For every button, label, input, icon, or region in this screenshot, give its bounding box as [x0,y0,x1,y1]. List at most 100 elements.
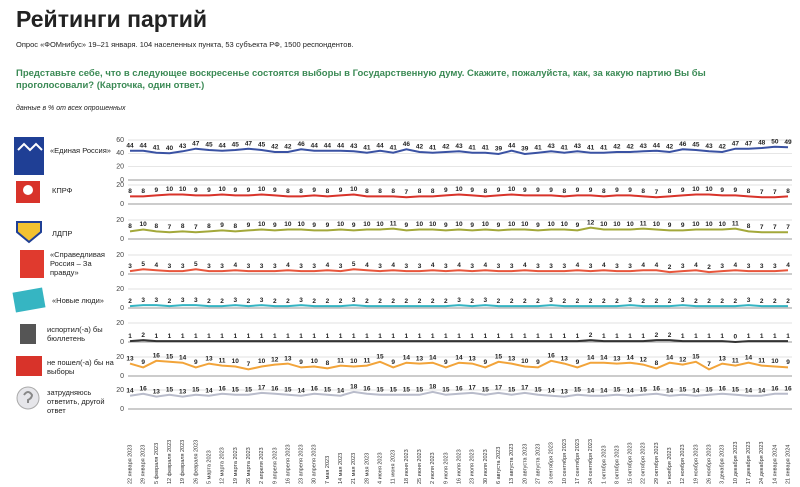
value-label: 9 [194,359,198,366]
value-label: 13 [613,355,621,362]
value-label: 15 [574,386,582,393]
value-label: 2 [365,298,369,305]
value-label: 9 [484,359,488,366]
x-tick-label: 30 июля 2023 [483,449,489,484]
value-label: 1 [707,333,711,340]
value-label: 9 [628,187,632,194]
value-label: 2 [760,298,764,305]
value-label: 44 [324,142,332,149]
value-label: 14 [600,387,608,394]
value-label: 39 [521,146,529,153]
value-label: 1 [339,333,343,340]
title: Рейтинги партий [16,6,208,32]
y-tick-label: 0 [120,373,124,380]
value-label: 14 [297,387,305,394]
value-label: 43 [455,143,463,150]
y-tick-label: 20 [116,252,124,259]
value-label: 10 [179,186,187,193]
question: Представьте себе, что в следующее воскре… [16,68,706,91]
legend-label: испортил(-а) бы бюллетень [47,325,103,343]
value-label: 10 [258,186,266,193]
value-label: 7 [760,189,764,196]
value-label: 17 [521,385,529,392]
value-label: 9 [523,187,527,194]
value-label: 9 [141,359,145,366]
x-tick-label: 9 апреля 2023 [272,447,278,484]
value-label: 9 [273,187,277,194]
value-label: 16 [140,386,148,393]
x-tick-label: 8 октября 2023 [614,446,620,485]
value-label: 10 [311,358,319,365]
value-label: 3 [260,263,264,270]
value-label: 3 [168,263,172,270]
value-label: 2 [431,298,435,305]
value-label: 5 [141,261,145,268]
value-label: 9 [549,187,553,194]
value-label: 12 [640,356,648,363]
value-label: 45 [258,142,266,149]
value-label: 3 [681,297,685,304]
value-label: 42 [626,144,634,151]
value-label: 10 [561,221,569,228]
value-label: 4 [365,262,369,269]
x-tick-label: 12 февраля 2023 [167,440,173,484]
value-label: 8 [786,188,790,195]
value-label: 8 [602,188,606,195]
value-label: 10 [600,221,608,228]
value-label: 10 [140,221,148,228]
y-tick-label: 20 [116,217,124,224]
value-label: 1 [286,333,290,340]
value-label: 10 [455,186,463,193]
value-label: 2 [786,298,790,305]
x-tick-label: 10 сентября 2023 [562,439,568,484]
y-tick-label: 0 [120,305,124,312]
value-label: 5 [352,261,356,268]
value-label: 3 [628,297,632,304]
value-label: 4 [641,262,645,269]
x-tick-label: 19 марта 2023 [233,447,239,484]
value-label: 1 [326,333,330,340]
value-label: 8 [484,188,488,195]
value-label: 16 [363,386,371,393]
value-label: 10 [350,358,358,365]
value-label: 10 [429,221,437,228]
value-label: 2 [655,332,659,339]
value-label: 40 [166,145,174,152]
value-label: 8 [562,188,566,195]
value-label: 42 [613,144,621,151]
value-label: 43 [350,143,358,150]
logo-er [14,137,44,175]
series-line [129,339,788,344]
value-label: 3 [549,297,553,304]
x-tick-label: 6 августа 2023 [496,447,502,484]
subtitle: Опрос «ФОМнибус» 19–21 января. 104 насел… [16,40,354,49]
x-tick-label: 26 ноября 2023 [706,444,712,484]
value-label: 9 [273,222,277,229]
value-label: 3 [233,297,237,304]
y-tick-label: 20 [116,286,124,293]
legend-label: «Единая Россия» [50,146,111,155]
value-label: 10 [482,221,490,228]
value-label: 15 [166,353,174,360]
value-label: 14 [600,354,608,361]
value-label: 16 [311,386,319,393]
x-tick-label: 19 ноября 2023 [693,444,699,484]
series-line [129,359,789,371]
value-label: 13 [561,355,569,362]
value-label: 5 [194,261,198,268]
value-label: 1 [681,333,685,340]
value-label: 9 [444,222,448,229]
value-label: 1 [128,333,132,340]
value-label: 9 [220,222,224,229]
value-label: 2 [207,298,211,305]
value-label: 2 [615,298,619,305]
x-tick-label: 10 декабря 2023 [733,442,739,484]
value-label: 3 [457,297,461,304]
series-line [129,390,788,398]
x-tick-label: 26 февраля 2023 [193,440,199,484]
value-label: 2 [773,298,777,305]
value-label: 7 [405,189,409,196]
value-label: 2 [562,298,566,305]
value-label: 12 [271,356,279,363]
x-tick-label: 21 января 2024 [785,445,791,484]
